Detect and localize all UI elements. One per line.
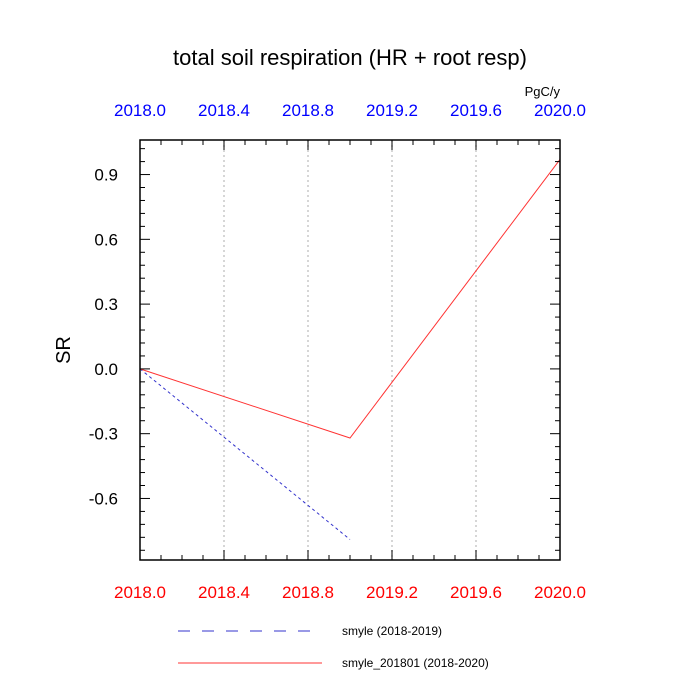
x-tick-label-bottom-2: 2018.8: [282, 583, 334, 602]
y-axis-label: SR: [53, 336, 75, 364]
x-tick-label-top-5: 2020.0: [534, 101, 586, 120]
chart-title: total soil respiration (HR + root resp): [173, 45, 527, 70]
x-tick-label-bottom-4: 2019.6: [450, 583, 502, 602]
legend: smyle (2018-2019) smyle_201801 (2018-2020…: [178, 624, 489, 670]
x-tick-label-top-3: 2019.2: [366, 101, 418, 120]
y-tick-label-2: 0.3: [94, 295, 118, 314]
y-tick-label-1: 0.6: [94, 230, 118, 249]
legend-label-1: smyle_201801 (2018-2020): [342, 656, 489, 670]
x-tick-label-bottom-1: 2018.4: [198, 583, 250, 602]
axes-group: 2018.0 2018.0 2018.4 2018.4 2018.8 2018.8 2019…: [89, 101, 586, 602]
x-tick-label-top-4: 2019.6: [450, 101, 502, 120]
units-label: PgC/y: [525, 84, 561, 99]
series-line-1: [139, 159, 561, 439]
legend-label-0: smyle (2018-2019): [342, 624, 442, 638]
plot-frame: [139, 139, 561, 561]
y-tick-label-4: -0.3: [89, 425, 118, 444]
x-tick-label-bottom-3: 2019.2: [366, 583, 418, 602]
x-tick-label-bottom-5: 2020.0: [534, 583, 586, 602]
grid-lines: [223, 140, 477, 560]
x-tick-label-top-2: 2018.8: [282, 101, 334, 120]
y-tick-label-5: -0.6: [89, 489, 118, 508]
x-tick-label-bottom-0: 2018.0: [114, 583, 166, 602]
y-tick-label-3: 0.0: [94, 360, 118, 379]
x-tick-label-top-0: 2018.0: [114, 101, 166, 120]
series-line-0: [139, 368, 351, 540]
y-tick-label-0: 0.9: [94, 166, 118, 185]
x-tick-label-top-1: 2018.4: [198, 101, 250, 120]
series-group: [139, 159, 561, 540]
